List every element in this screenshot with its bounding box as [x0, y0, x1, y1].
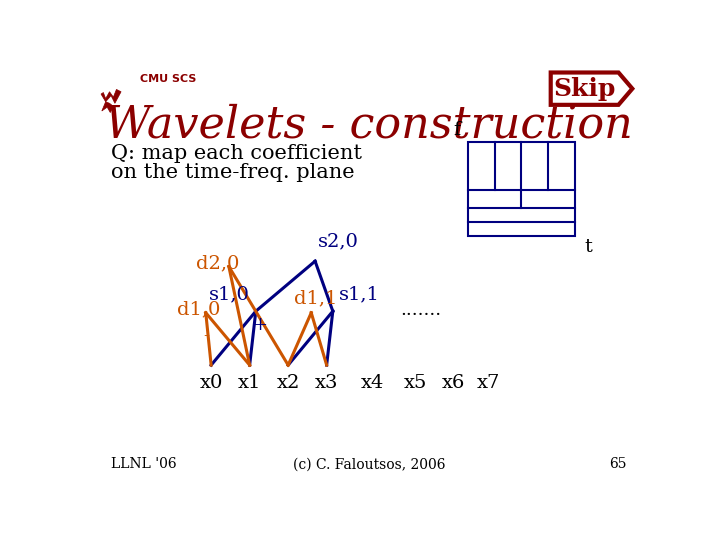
- Text: x4: x4: [361, 374, 384, 393]
- Text: s1,1: s1,1: [339, 286, 380, 303]
- Text: -: -: [203, 327, 209, 345]
- Text: Q: map each coefficient: Q: map each coefficient: [111, 144, 362, 163]
- Text: CMU SCS: CMU SCS: [140, 74, 196, 84]
- Text: on the time-freq. plane: on the time-freq. plane: [111, 163, 355, 182]
- Text: x7: x7: [477, 374, 500, 393]
- Text: 65: 65: [609, 457, 627, 471]
- Bar: [467, 142, 575, 236]
- Text: x6: x6: [442, 374, 465, 393]
- Text: d1,0: d1,0: [176, 301, 220, 319]
- Text: Wavelets - construction: Wavelets - construction: [105, 103, 633, 146]
- Text: x0: x0: [199, 374, 222, 393]
- Text: LLNL '06: LLNL '06: [111, 457, 176, 471]
- Text: (c) C. Faloutsos, 2006: (c) C. Faloutsos, 2006: [293, 457, 445, 471]
- Text: Skip: Skip: [554, 77, 616, 100]
- Text: s2,0: s2,0: [318, 232, 359, 251]
- Text: x1: x1: [238, 374, 261, 393]
- Text: f: f: [453, 121, 460, 139]
- Text: .......: .......: [400, 301, 441, 319]
- Text: d1,1: d1,1: [294, 289, 338, 307]
- Text: x2: x2: [276, 374, 300, 393]
- Polygon shape: [102, 102, 113, 112]
- Text: d2,0: d2,0: [196, 254, 239, 273]
- Text: x3: x3: [315, 374, 338, 393]
- Text: s1,0: s1,0: [209, 286, 250, 303]
- Polygon shape: [101, 90, 121, 103]
- Text: x5: x5: [403, 374, 427, 393]
- Text: +: +: [252, 316, 267, 334]
- Text: t: t: [585, 238, 593, 255]
